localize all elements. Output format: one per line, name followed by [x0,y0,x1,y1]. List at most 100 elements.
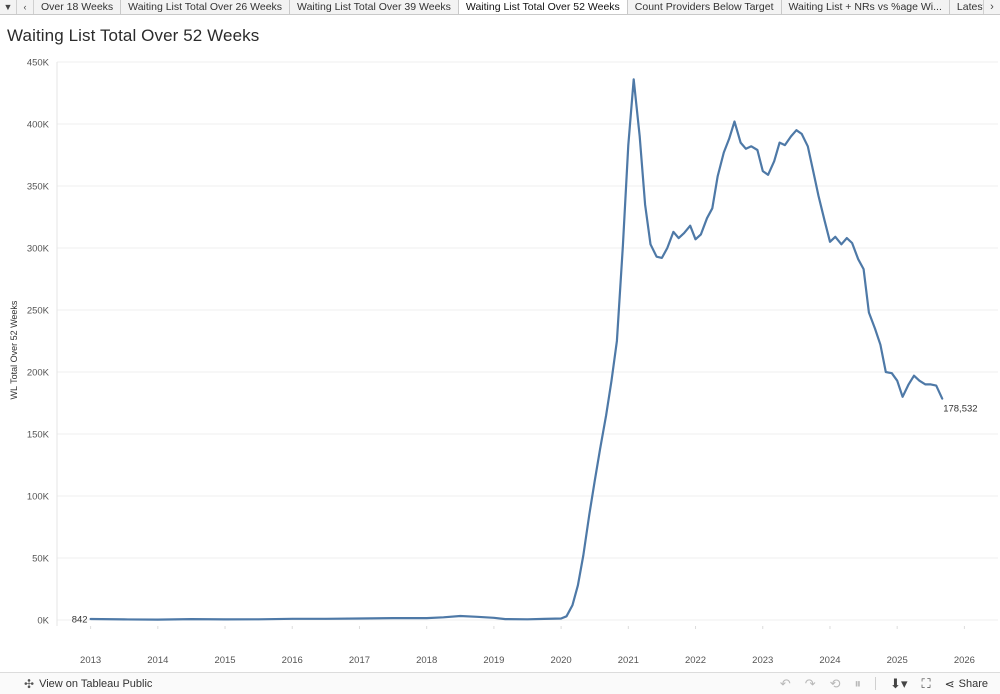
data-point[interactable] [493,617,495,619]
data-point[interactable] [935,385,937,387]
data-point[interactable] [908,383,910,385]
data-point[interactable] [157,619,159,621]
data-point[interactable] [622,244,624,247]
tab-6[interactable]: Waiting List + NRs vs %age Wi... [781,0,950,14]
data-point[interactable] [784,144,786,146]
data-point[interactable] [639,135,641,137]
data-point[interactable] [649,243,652,245]
data-point[interactable] [711,207,713,209]
data-point[interactable] [672,231,674,233]
data-point[interactable] [476,616,478,618]
data-point[interactable] [190,618,193,620]
data-point[interactable] [426,617,428,619]
tab-3[interactable]: Waiting List Total Over 39 Weeks [290,0,459,14]
data-point[interactable] [941,398,943,400]
data-point[interactable] [834,236,836,238]
data-point[interactable] [896,380,898,382]
data-point[interactable] [599,448,601,450]
data-point[interactable] [325,618,327,620]
data-point[interactable] [633,78,635,80]
data-point[interactable] [90,618,92,620]
data-point[interactable] [750,145,752,147]
data-point[interactable] [778,142,781,144]
data-point[interactable] [700,233,702,235]
data-point[interactable] [823,220,826,222]
pause-icon[interactable]: ⏸ [854,675,862,691]
data-point[interactable] [762,170,764,172]
data-point[interactable] [817,195,820,197]
tab-scroll-left-icon[interactable]: ‹ [17,0,34,14]
data-point[interactable] [891,372,893,374]
tab-2[interactable]: Waiting List Total Over 26 Weeks [121,0,291,14]
data-point[interactable] [728,138,730,140]
tab-1[interactable]: Over 18 Weeks [34,0,122,14]
view-on-tableau-public-link[interactable]: ✣ View on Tableau Public [24,677,152,691]
data-point[interactable] [790,135,792,137]
tab-5[interactable]: Count Providers Below Target [627,0,782,14]
data-point[interactable] [442,616,445,618]
data-point[interactable] [655,256,658,258]
data-point[interactable] [723,151,725,154]
data-point[interactable] [666,247,668,249]
data-point[interactable] [683,232,685,234]
data-point[interactable] [795,129,797,131]
data-point[interactable] [291,618,293,620]
download-icon[interactable]: ⬇▾ [890,675,908,691]
data-point[interactable] [392,617,394,619]
data-point[interactable] [851,242,853,244]
data-point[interactable] [123,618,125,620]
data-point[interactable] [930,383,932,385]
data-point[interactable] [627,144,629,146]
fullscreen-icon[interactable]: ⛶ [921,675,931,691]
data-point[interactable] [924,383,927,385]
data-point[interactable] [913,375,915,377]
share-button[interactable]: ⋖ Share [945,677,988,691]
data-point[interactable] [358,617,361,620]
data-point[interactable] [616,340,618,342]
data-point[interactable] [459,615,461,617]
data-point[interactable] [767,174,769,176]
data-point[interactable] [694,238,697,240]
data-point[interactable] [560,617,562,620]
series-line[interactable] [89,78,944,621]
data-point[interactable] [918,380,920,382]
data-point[interactable] [543,618,545,620]
data-point[interactable] [857,258,859,260]
tab-7[interactable]: Latest Month Mo [949,0,983,14]
data-point[interactable] [577,584,579,586]
data-point[interactable] [807,145,809,147]
data-point[interactable] [526,618,529,620]
tab-4[interactable]: Waiting List Total Over 52 Weeks [458,0,628,14]
data-point[interactable] [862,268,865,270]
data-point[interactable] [846,237,848,239]
data-point[interactable] [879,344,881,346]
data-point[interactable] [689,225,691,227]
data-point[interactable] [840,243,842,245]
data-point[interactable] [812,170,814,172]
data-point[interactable] [868,311,870,314]
data-point[interactable] [582,554,584,557]
data-point[interactable] [678,237,680,239]
data-point[interactable] [605,414,607,416]
data-point[interactable] [874,328,876,330]
data-point[interactable] [756,149,758,151]
data-point[interactable] [739,142,742,144]
data-point[interactable] [588,514,590,516]
data-point[interactable] [733,120,736,123]
data-point[interactable] [773,160,775,162]
data-point[interactable] [717,175,719,177]
data-point[interactable] [706,217,708,219]
data-point[interactable] [610,380,613,382]
data-point[interactable] [258,618,260,620]
data-point[interactable] [224,618,226,620]
data-point[interactable] [644,204,646,206]
data-point[interactable] [745,148,747,150]
data-point[interactable] [504,618,506,620]
data-point[interactable] [801,133,803,135]
data-point[interactable] [829,241,831,243]
tab-scroll-right-icon[interactable]: › [983,0,1000,14]
data-point[interactable] [571,604,574,606]
data-point[interactable] [661,257,663,259]
data-point[interactable] [594,480,596,482]
data-point[interactable] [901,396,904,398]
